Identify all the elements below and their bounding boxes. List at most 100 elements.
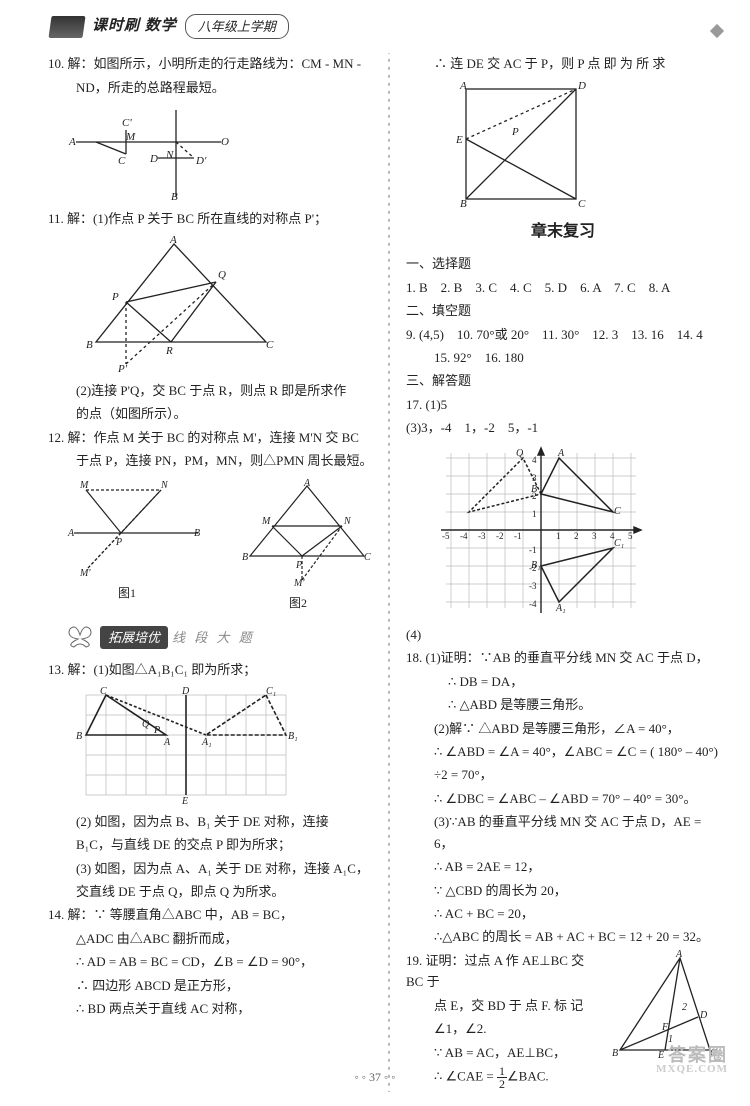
extension-badge: 拓展培优 <box>100 626 168 649</box>
svg-text:C: C <box>118 155 126 167</box>
figure-q11: A B C P Q R P' <box>66 234 286 374</box>
svg-text:B: B <box>460 198 467 209</box>
svg-text:-1: -1 <box>514 531 522 541</box>
svg-text:P: P <box>511 126 519 138</box>
q13-line2: (2) 如图，因为点 B、B₁ 关于 DE 对称，连接 <box>48 811 376 832</box>
svg-text:-4: -4 <box>460 531 468 541</box>
q12-line2: 于点 P，连接 PN，PM，MN，则△PMN 周长最短。 <box>48 450 376 471</box>
cont-line: ∴ 连 DE 交 AC 于 P，则 P 点 即 为 所 求 <box>406 53 720 74</box>
svg-text:B₁: B₁ <box>288 731 298 742</box>
fig2-caption: 图2 <box>214 594 382 614</box>
q14-line3: ∴ AD = AB = BC = CD，∠B = ∠D = 90°， <box>48 951 376 972</box>
svg-text:P: P <box>153 725 160 736</box>
svg-text:5: 5 <box>628 531 633 541</box>
svg-text:4: 4 <box>532 455 537 465</box>
svg-text:B: B <box>242 552 248 563</box>
svg-text:N: N <box>165 149 174 161</box>
svg-text:-4: -4 <box>529 599 537 609</box>
page-number: ◦ ◦ 37 ◦ ◦ <box>0 1068 750 1088</box>
q18-line10: ∵ △CBD 的周长为 20， <box>406 880 720 901</box>
q18-line11: ∴ AC + BC = 20， <box>406 903 720 924</box>
svg-text:M: M <box>125 131 136 143</box>
chapter-review-title: 章末复习 <box>406 219 720 245</box>
q19-line3: ∠1，∠2. <box>406 1018 604 1039</box>
svg-text:-3: -3 <box>478 531 486 541</box>
butterfly-icon <box>66 623 96 649</box>
svg-text:-3: -3 <box>529 581 537 591</box>
q19-line1: 19. 证明：过点 A 作 AE⊥BC 交 BC 于 <box>406 950 604 993</box>
svg-text:2: 2 <box>682 1002 687 1013</box>
figure-q12-right: A B C M N P M' <box>232 478 382 588</box>
svg-text:B: B <box>612 1048 618 1059</box>
header-grade-pill: 八年级上学期 <box>185 14 289 39</box>
q14-line1: 14. 解：∵ 等腰直角△ABC 中，AB = BC， <box>48 904 376 925</box>
svg-text:Q: Q <box>142 719 150 730</box>
svg-text:C: C <box>364 552 371 563</box>
svg-text:B: B <box>86 339 93 351</box>
svg-text:C: C <box>614 506 621 517</box>
q18-line6: ÷2 = 70°， <box>406 764 720 785</box>
q14-line4: ∴ 四边形 ABCD 是正方形， <box>48 975 376 996</box>
section-answer: 三、解答题 <box>406 370 720 391</box>
svg-text:A: A <box>68 136 76 148</box>
svg-text:C: C <box>578 198 586 209</box>
figure-q13-grid: C C₁ B B₁ A A₁ D E Q P <box>66 685 316 805</box>
q17-line4: (4) <box>406 624 720 645</box>
svg-text:N: N <box>343 516 352 527</box>
svg-text:A₁: A₁ <box>555 603 566 614</box>
q18-line4: (2)解∵ △ABD 是等腰三角形，∠A = 40°， <box>406 718 720 739</box>
figure-q12-left: M N A P B M' <box>66 478 206 578</box>
q17-line2: (3)3，-4 1，-2 5，-1 <box>406 417 720 438</box>
svg-text:1: 1 <box>668 1034 673 1045</box>
svg-text:A₁: A₁ <box>201 737 212 748</box>
svg-text:C': C' <box>122 117 132 129</box>
q13-line5: 交直线 DE 于点 Q，即点 Q 为所求。 <box>48 881 376 902</box>
svg-text:3: 3 <box>532 473 537 483</box>
svg-text:D: D <box>699 1010 708 1021</box>
q18-line9: ∴ AB = 2AE = 12， <box>406 856 720 877</box>
q11-line3: 的点（如图所示）。 <box>48 403 376 424</box>
q13-line3: B₁C，与直线 DE 的交点 P 即为所求； <box>48 834 376 855</box>
svg-text:B₁: B₁ <box>531 560 541 571</box>
svg-text:1: 1 <box>532 509 537 519</box>
header-brand: 课时刷 数学 <box>92 14 177 39</box>
svg-text:B: B <box>171 191 178 202</box>
svg-text:-2: -2 <box>496 531 504 541</box>
q18-line12: ∴△ABC 的周长 = AB + AC + BC = 12 + 20 = 32。 <box>406 926 720 947</box>
q12-line1: 12. 解：作点 M 关于 BC 的对称点 M'，连接 M'N 交 BC <box>48 427 376 448</box>
svg-text:A: A <box>675 950 683 960</box>
svg-text:N: N <box>160 480 169 491</box>
svg-text:P: P <box>295 560 302 571</box>
svg-text:R: R <box>165 345 173 357</box>
svg-text:A: A <box>459 80 467 92</box>
svg-text:A: A <box>169 234 177 246</box>
figure-q10: A C C' M O N D D' B <box>66 102 256 202</box>
svg-text:3: 3 <box>592 531 597 541</box>
svg-text:2: 2 <box>574 531 579 541</box>
svg-text:Q: Q <box>218 269 226 281</box>
svg-text:E: E <box>181 796 188 805</box>
figure-coord-grid: -5-4-3-2-1 12345 4321 -1-2-3-4 A B C Q A… <box>436 443 646 618</box>
svg-text:-1: -1 <box>529 545 537 555</box>
q10-line2: ND，所走的总路程最短。 <box>48 77 376 98</box>
q18-line8: (3)∵AB 的垂直平分线 MN 交 AC 于点 D，AE = 6， <box>406 811 720 854</box>
left-column: 10. 解：如图所示，小明所走的行走路线为：CM - MN - ND，所走的总路… <box>48 53 388 1092</box>
svg-text:E: E <box>455 134 463 146</box>
svg-text:D: D <box>149 153 158 165</box>
svg-text:A: A <box>303 478 311 489</box>
svg-text:P': P' <box>117 363 128 374</box>
svg-text:B: B <box>194 528 200 539</box>
q11-line1: 11. 解：(1)作点 P 关于 BC 所在直线的对称点 P'； <box>48 208 376 229</box>
section-fill: 二、填空题 <box>406 300 720 321</box>
svg-text:C: C <box>100 686 107 697</box>
svg-text:M': M' <box>293 578 305 588</box>
svg-text:1: 1 <box>556 531 561 541</box>
svg-text:C₁: C₁ <box>614 538 624 549</box>
book-icon <box>48 16 85 38</box>
q13-line4: (3) 如图，因为点 A、A₁ 关于 DE 对称，连接 A₁C， <box>48 858 376 879</box>
fb-line1: 9. (4,5) 10. 70°或 20° 11. 30° 12. 3 13. … <box>406 324 720 345</box>
q17-line1: 17. (1)5 <box>406 394 720 415</box>
q13-line1: 13. 解：(1)如图△A₁B₁C₁ 即为所求； <box>48 659 376 680</box>
svg-text:A: A <box>67 528 75 539</box>
svg-text:M: M <box>261 516 271 527</box>
